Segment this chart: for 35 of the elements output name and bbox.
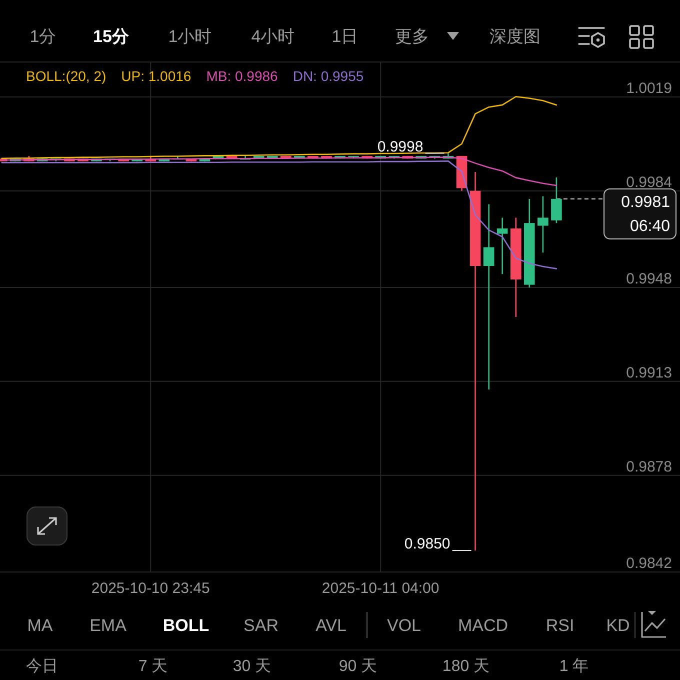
x-tick-label: 2025-10-11 04:00: [322, 580, 440, 597]
text: 深度图: [490, 27, 540, 46]
y-tick-label: 0.9984: [626, 174, 672, 191]
text: 今日: [26, 658, 58, 675]
text: BOLL: [162, 616, 210, 635]
text: EMA: [90, 616, 128, 635]
text: 30 天: [232, 658, 272, 675]
text: RSI: [546, 616, 574, 635]
text: KD: [606, 616, 630, 635]
text: VOL: [386, 616, 422, 635]
text: AVL: [316, 616, 346, 635]
text: 1日: [332, 27, 358, 46]
annotation: 0.9998: [377, 138, 424, 156]
text: 1小时: [168, 27, 212, 46]
text: MACD: [458, 616, 508, 635]
annotation: 06:40: [630, 218, 670, 235]
annotation: 0.9981: [621, 194, 670, 211]
y-tick-label: 0.9913: [626, 364, 672, 382]
text: 4小时: [251, 27, 295, 46]
text: 180 天: [442, 658, 490, 675]
y-tick-label: 0.9948: [626, 270, 672, 288]
text: SAR: [244, 616, 278, 635]
text: 7 天: [138, 658, 168, 675]
text: 90 天: [338, 658, 378, 675]
annotation: 0.9850: [404, 536, 450, 553]
y-tick-label: 1.0019: [626, 80, 672, 97]
x-tick-label: 2025-10-10 23:45: [91, 580, 210, 597]
legend: BOLL:(20, 2) UP: 1.0016 MB: 0.9986 DN: 0.9955: [26, 68, 364, 84]
text: MA: [27, 616, 54, 635]
y-tick-label: 0.9878: [626, 458, 672, 476]
text: 更多: [395, 27, 429, 46]
text: 1 年: [559, 658, 589, 675]
y-tick-label: 0.9842: [626, 555, 672, 572]
text: 15分: [93, 27, 130, 46]
text: 1分: [30, 27, 56, 46]
